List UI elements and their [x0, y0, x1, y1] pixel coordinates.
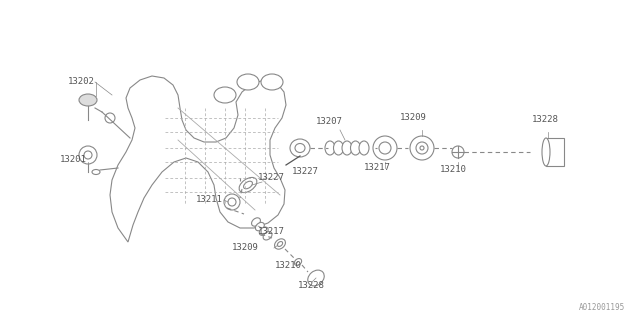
Circle shape: [79, 146, 97, 164]
Text: 13202: 13202: [68, 77, 95, 86]
Ellipse shape: [261, 74, 283, 90]
Circle shape: [224, 194, 240, 210]
Text: 13210: 13210: [440, 165, 467, 174]
Text: 13210: 13210: [275, 260, 302, 269]
Ellipse shape: [342, 141, 352, 155]
Text: 13228: 13228: [298, 281, 325, 290]
Ellipse shape: [308, 270, 324, 286]
Circle shape: [373, 136, 397, 160]
Text: 13201: 13201: [60, 156, 87, 164]
Text: A012001195: A012001195: [579, 303, 625, 312]
Ellipse shape: [239, 178, 257, 193]
Text: 13211: 13211: [196, 196, 223, 204]
Text: 13209: 13209: [400, 114, 427, 123]
Ellipse shape: [295, 143, 305, 153]
Ellipse shape: [214, 87, 236, 103]
Text: 13217: 13217: [364, 164, 391, 172]
Ellipse shape: [290, 139, 310, 157]
Ellipse shape: [252, 218, 260, 226]
Ellipse shape: [333, 141, 344, 155]
Ellipse shape: [244, 181, 252, 189]
Circle shape: [379, 142, 391, 154]
Ellipse shape: [237, 74, 259, 90]
Text: 13209: 13209: [232, 244, 259, 252]
Circle shape: [228, 198, 236, 206]
Bar: [546, 138, 564, 166]
Ellipse shape: [351, 141, 360, 155]
Ellipse shape: [92, 170, 100, 174]
Ellipse shape: [255, 222, 264, 231]
Circle shape: [452, 146, 464, 158]
Circle shape: [416, 142, 428, 154]
Text: 13227: 13227: [292, 167, 319, 177]
Ellipse shape: [294, 259, 301, 266]
Ellipse shape: [79, 94, 97, 106]
Circle shape: [420, 146, 424, 150]
Text: 13217: 13217: [258, 228, 285, 236]
Text: 13207: 13207: [316, 117, 343, 126]
Text: 13228: 13228: [532, 116, 559, 124]
Ellipse shape: [359, 141, 369, 155]
Ellipse shape: [542, 138, 550, 166]
Ellipse shape: [263, 232, 272, 240]
Circle shape: [84, 151, 92, 159]
Ellipse shape: [275, 239, 285, 249]
Ellipse shape: [325, 141, 335, 155]
Circle shape: [410, 136, 434, 160]
Circle shape: [105, 113, 115, 123]
Ellipse shape: [259, 227, 268, 236]
Ellipse shape: [277, 242, 283, 246]
Polygon shape: [110, 76, 286, 242]
Text: 13227: 13227: [258, 173, 285, 182]
